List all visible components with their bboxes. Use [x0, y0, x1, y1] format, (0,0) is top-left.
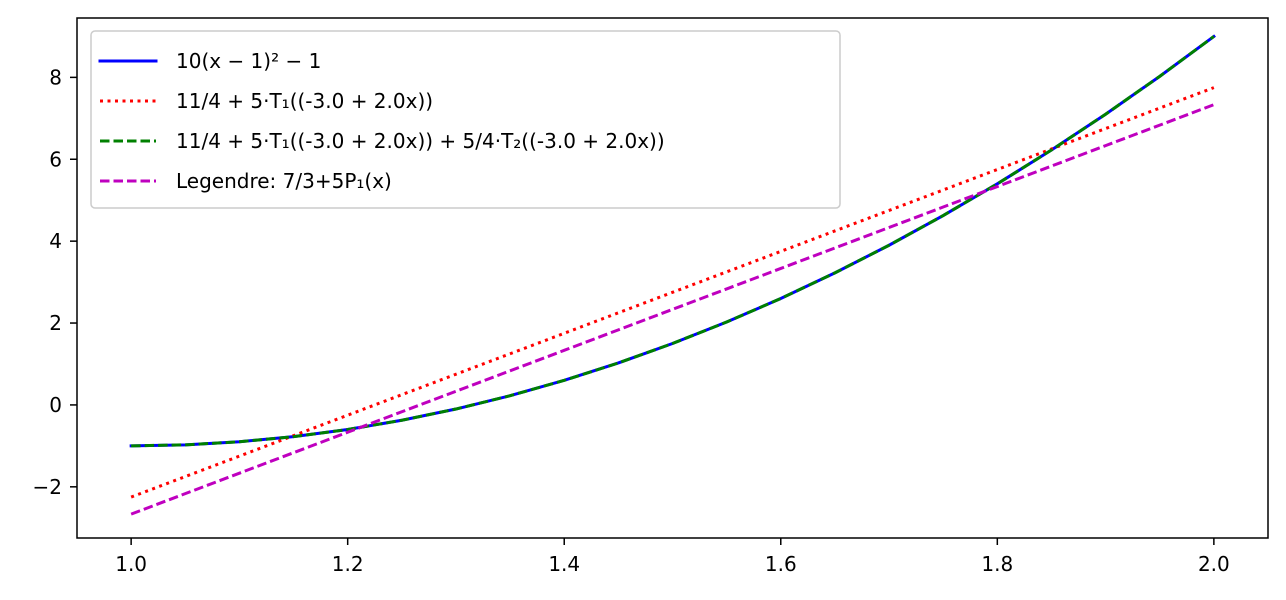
- y-tick-label: 8: [49, 65, 62, 89]
- series-line-4: [130, 103, 1215, 516]
- series-layer: [129, 34, 1216, 516]
- legend-label-4: Legendre: 7/3+5P₁(x): [176, 169, 392, 193]
- legend-box: [90, 30, 841, 209]
- plot-frame: [76, 17, 1269, 539]
- y-tick-label: 6: [49, 147, 62, 171]
- legend-label-3: 11/4 + 5·T₁((-3.0 + 2.0x)) + 5/4·T₂((-3.…: [176, 129, 665, 153]
- legend-label-2: 11/4 + 5·T₁((-3.0 + 2.0x)): [176, 89, 433, 113]
- x-tick-label: 2.0: [1198, 552, 1230, 576]
- legend-label-1: 10(x − 1)² − 1: [176, 49, 321, 73]
- axes-layer: 1.0 1.2 1.4 1.6 1.8 2.0 −2 0 2 4 6 8: [33, 17, 1269, 576]
- x-tick-label: 1.4: [548, 552, 580, 576]
- x-tick-label: 1.2: [332, 552, 364, 576]
- y-tick-label: 0: [49, 393, 62, 417]
- x-tick-label: 1.0: [115, 552, 147, 576]
- x-tick-label: 1.8: [981, 552, 1013, 576]
- y-tick-label: 2: [49, 311, 62, 335]
- y-tick-label: −2: [33, 475, 62, 499]
- series-line-3: [131, 35, 1215, 448]
- x-tick-label: 1.6: [765, 552, 797, 576]
- y-tick-label: 4: [49, 229, 62, 253]
- legend: 10(x − 1)² − 1 11/4 + 5·T₁((-3.0 + 2.0x))…: [90, 30, 841, 209]
- series-line-2: [130, 86, 1215, 499]
